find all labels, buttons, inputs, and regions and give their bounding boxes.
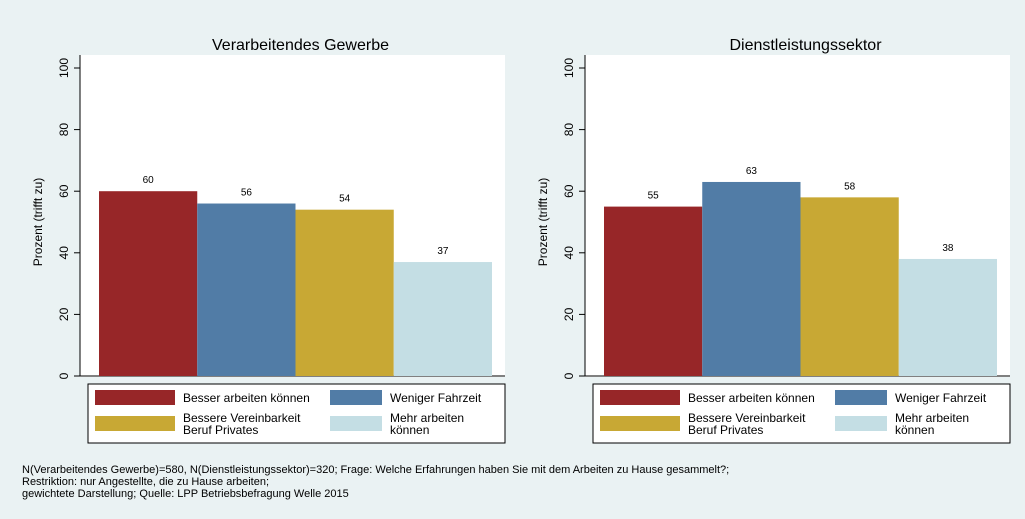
legend-swatch [600,416,680,431]
bar [702,181,801,376]
bar [393,262,492,376]
legend-label: Besser arbeiten können [688,391,815,405]
legend-box [87,383,506,444]
y-tick-label: 0 [562,372,576,379]
legend-label: Mehr arbeiten können [895,411,969,437]
y-tick-label: 20 [562,307,576,321]
value-label: 37 [437,246,449,257]
legend-label: Weniger Fahrzeit [390,391,482,405]
legend-label: Besser arbeiten können [183,391,310,405]
bar [197,203,296,376]
value-label: 58 [844,181,856,192]
legend-swatch [835,390,887,405]
bar [295,209,394,376]
y-tick-label: 100 [57,58,71,78]
y-tick-label: 40 [57,246,71,260]
value-label: 56 [241,188,253,199]
legend-label: Bessere Vereinbarkeit Beruf Privates [688,411,806,437]
legend-swatch [95,416,175,431]
panel-title: Verarbeitendes Gewerbe [212,37,389,54]
y-tick-label: 0 [57,372,71,379]
y-axis-label: Prozent (trifft zu) [536,178,550,266]
value-label: 63 [746,166,758,177]
value-label: 55 [648,191,660,202]
y-tick-label: 20 [57,307,71,321]
legend-label: Weniger Fahrzeit [895,391,987,405]
value-label: 60 [143,175,155,186]
legend-swatch [95,390,175,405]
legend-swatch [330,416,382,431]
y-tick-label: 80 [57,123,71,137]
y-axis-label: Prozent (trifft zu) [31,178,45,266]
y-tick-label: 40 [562,246,576,260]
legend-swatch [600,390,680,405]
bar [898,258,997,376]
value-label: 54 [339,194,351,205]
value-label: 38 [942,243,954,254]
legend-swatch [835,416,887,431]
legend-label: Bessere Vereinbarkeit Beruf Privates [183,411,301,437]
footnote: Restriktion: nur Angestellte, die zu Hau… [22,476,269,488]
y-tick-label: 60 [57,184,71,198]
y-tick-label: 80 [562,123,576,137]
y-tick-label: 60 [562,184,576,198]
footnote: N(Verarbeitendes Gewerbe)=580, N(Dienstl… [22,464,729,476]
panel-title: Dienstleistungssektor [729,37,882,54]
footnote: gewichtete Darstellung; Quelle: LPP Betr… [22,488,349,500]
bar [99,191,198,376]
legend-swatch [330,390,382,405]
bar [604,206,703,376]
bar [800,197,899,376]
y-tick-label: 100 [562,58,576,78]
legend-label: Mehr arbeiten können [390,411,464,437]
